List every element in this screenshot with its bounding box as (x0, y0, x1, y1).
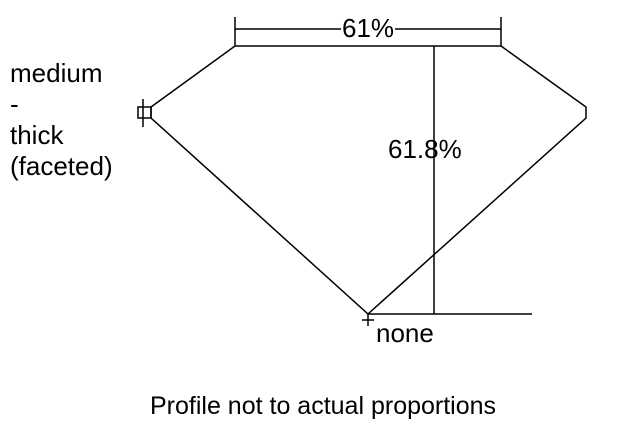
girdle-marker (137, 106, 152, 119)
gem-outline (150, 45, 587, 316)
culet-label: none (376, 318, 434, 348)
total-depth-label: 61.8% (388, 134, 462, 164)
girdle-label-line: medium (10, 58, 103, 88)
footnote: Profile not to actual proportions (150, 392, 497, 420)
table-width-label: 61% (341, 13, 396, 43)
girdle-label: medium - thick (faceted) (10, 58, 113, 182)
girdle-label-line: - (10, 89, 19, 119)
girdle-label-line: thick (10, 120, 64, 150)
girdle-label-line: (faceted) (10, 151, 113, 181)
